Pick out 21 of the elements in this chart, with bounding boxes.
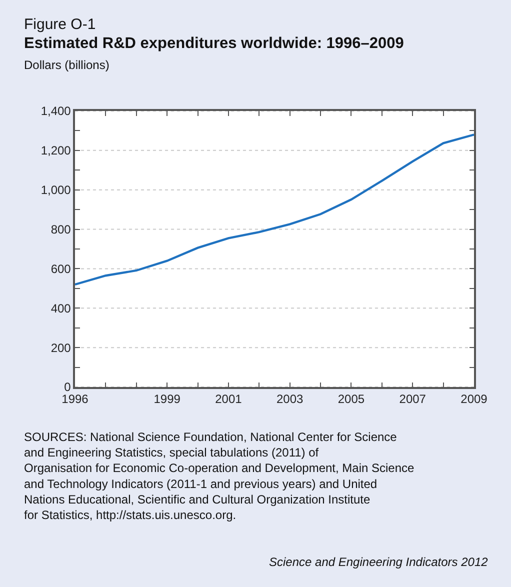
x-tick-label: 2001 (215, 392, 242, 406)
y-tick-label: 1,000 (40, 183, 72, 198)
y-tick-label: 1,400 (40, 104, 72, 118)
y-axis-title: Dollars (billions) (24, 58, 110, 72)
line-series (75, 134, 474, 286)
x-tick-label: 2009 (460, 392, 488, 406)
source-note: SOURCES: National Science Foundation, National Center for Science and Engineering Statistics, special tabulations (2011) of Organisation for Economic Co-operation and Development, Main Science and Technology Indicators (2011-1 and previous years) and United Nations Educational, Scientific and Cultural Organization Institute for Statistics, http://stats.uis.unesco.org. (24, 430, 415, 522)
y-tick-label: 600 (50, 262, 72, 276)
x-tick-label: 1999 (154, 392, 181, 406)
y-tick-label: 0 (64, 380, 72, 394)
y-tick-label: 200 (50, 340, 72, 355)
y-tick-label: 800 (50, 222, 72, 236)
x-tick-label: 2007 (399, 392, 426, 406)
x-tick-label: 2005 (338, 392, 365, 406)
y-tick-label: 400 (50, 301, 72, 316)
y-tick-label: 1,200 (40, 144, 72, 158)
x-tick-label: 2003 (276, 392, 304, 406)
x-tick-label: 1996 (62, 392, 89, 406)
chart-title: Figure O-1 (24, 16, 96, 33)
chart-subtitle: Estimated R&D expenditures worldwide: 1996–2009 (24, 35, 404, 52)
text: Science and Engineering Indicators 2012 (269, 555, 488, 569)
